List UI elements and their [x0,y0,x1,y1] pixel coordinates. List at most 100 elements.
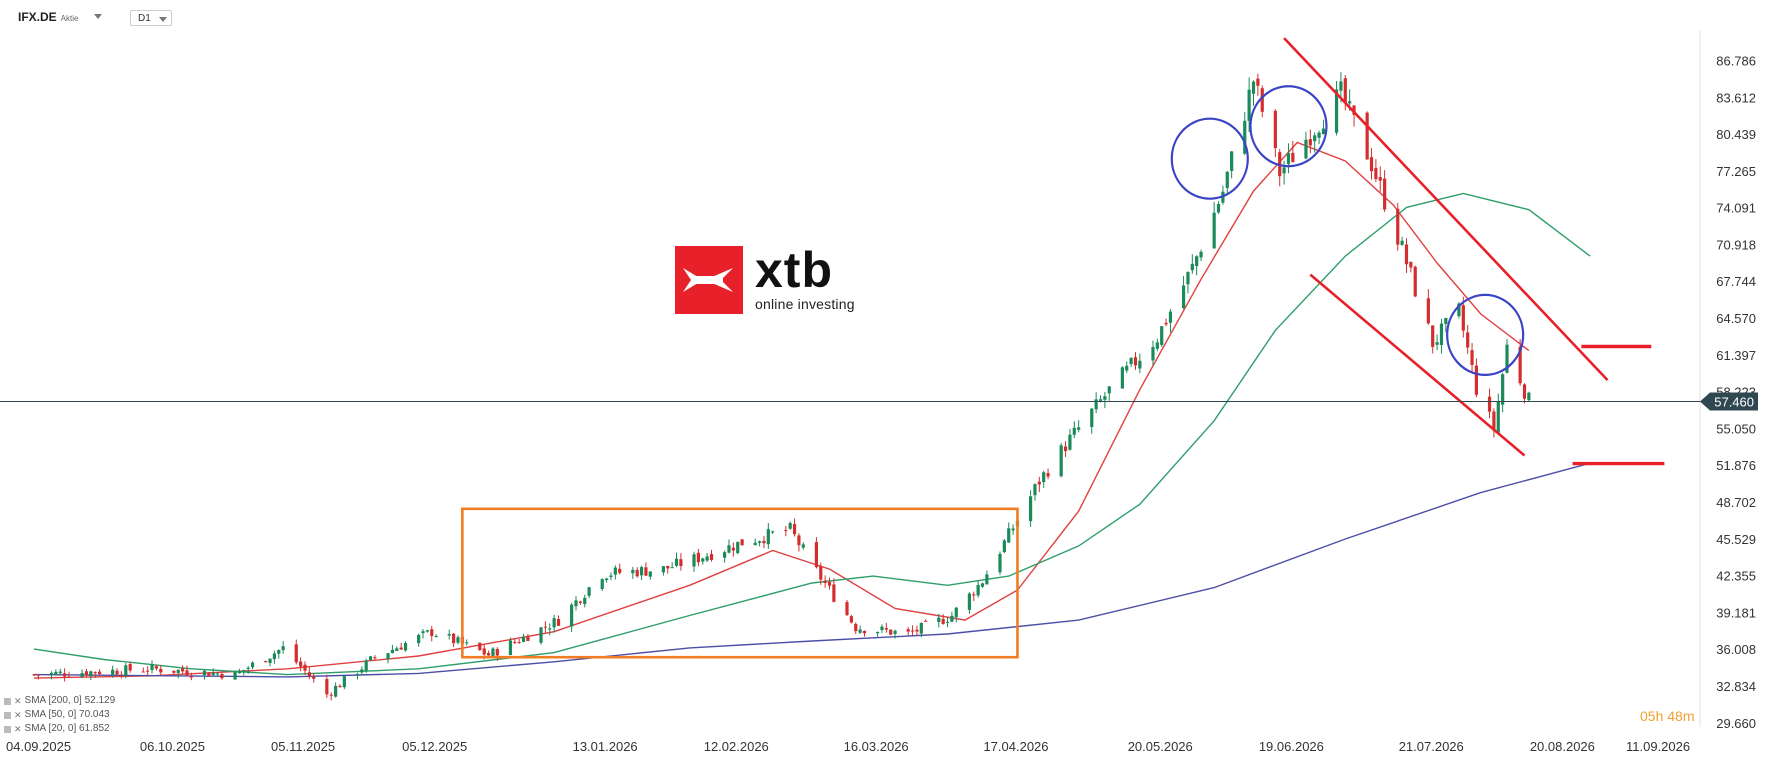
candle-body [1007,528,1011,543]
candle-body [998,553,1002,573]
candle [884,622,888,633]
candle [1487,388,1492,419]
candle-body [1046,473,1050,477]
candle [801,542,805,550]
candle [941,614,945,625]
candle [924,619,928,622]
candle-body [692,554,696,567]
candle-body [552,618,556,628]
candle-body [237,670,242,674]
candle [1304,131,1308,160]
candle [364,658,368,673]
candle [141,667,145,673]
candle-body [172,670,176,673]
candle-body [1348,101,1352,104]
candle-body [1120,367,1124,389]
settings-icon[interactable] [4,711,11,719]
candle [1063,441,1068,457]
candle [49,671,54,680]
candle-body [146,670,150,672]
close-icon[interactable]: ✕ [14,696,22,706]
candle-body [1365,112,1369,160]
candle [1247,77,1251,133]
candle [36,674,40,680]
candle-body [1230,151,1234,171]
ma-line [33,141,1530,679]
candle-body [1212,212,1216,249]
candle [736,541,740,555]
candle-body [1059,445,1063,477]
settings-icon[interactable] [4,725,11,733]
candle [648,571,652,580]
candle-body [1286,152,1291,165]
candle [893,629,897,639]
candle [1426,289,1430,325]
legend-row-sma200[interactable]: ✕ SMA [200, 0] 52.129 [4,694,115,708]
close-icon[interactable]: ✕ [14,724,22,734]
close-icon[interactable]: ✕ [14,710,22,720]
candle-body [58,671,62,674]
candle [150,660,154,674]
candle [692,551,696,572]
candle [421,629,425,639]
candle-body [967,593,971,610]
y-tick-label: 83.612 [1716,90,1756,105]
candle-body [937,617,941,622]
candle-body [1396,208,1400,245]
y-tick-label: 64.570 [1716,311,1756,326]
timeframe-selector[interactable]: D1 [130,10,172,26]
symbol-selector[interactable]: IFX.DE Aktie [18,10,103,24]
candle-body [587,587,591,596]
candle-body [482,648,486,655]
candle [1378,166,1382,192]
price-axis [1700,0,1768,761]
candle [360,666,364,675]
candle-body [1282,167,1286,174]
x-tick-label: 19.06.2026 [1259,739,1324,754]
candle-body [762,540,766,544]
candle [1138,353,1142,374]
candle-body [111,669,115,675]
y-tick-label: 36.008 [1716,642,1756,657]
candle [207,672,211,677]
candle-body [915,629,919,632]
candle [1151,340,1155,366]
candle [858,625,862,634]
candle-body [862,630,867,634]
candle-body [679,559,683,567]
candle-body [854,623,858,632]
xtb-logo-mark [675,246,743,314]
candle-body [1413,266,1417,297]
candle-body [635,569,639,577]
candle-body [771,531,775,533]
candle-body [1243,120,1247,154]
candle-body [521,636,526,642]
channel-upper-line [1283,37,1609,382]
candle-body [119,674,124,676]
legend-row-sma50[interactable]: ✕ SMA [50, 0] 70.043 [4,708,115,722]
candle [1243,112,1247,156]
candle [635,567,639,578]
legend-row-sma20[interactable]: ✕ SMA [20, 0] 61.852 [4,722,115,736]
candle [1400,236,1404,246]
y-tick-label: 42.355 [1716,569,1756,584]
candle-body [299,661,303,667]
candle [854,622,858,634]
candle-body [233,671,237,680]
candle [950,611,954,623]
candle [1308,129,1312,154]
candle [1527,391,1531,402]
x-tick-label: 17.04.2026 [983,739,1048,754]
candle [338,684,342,688]
current-price-tag [1700,392,1758,411]
candle [910,625,915,636]
candle [62,668,67,682]
candle [980,582,985,588]
settings-icon[interactable] [4,697,11,705]
candle [1181,276,1186,310]
indicator-legend: ✕ SMA [200, 0] 52.129 ✕ SMA [50, 0] 70.0… [4,694,115,736]
candle-body [639,567,644,576]
candle-body [176,669,180,673]
candle-body [910,630,915,632]
